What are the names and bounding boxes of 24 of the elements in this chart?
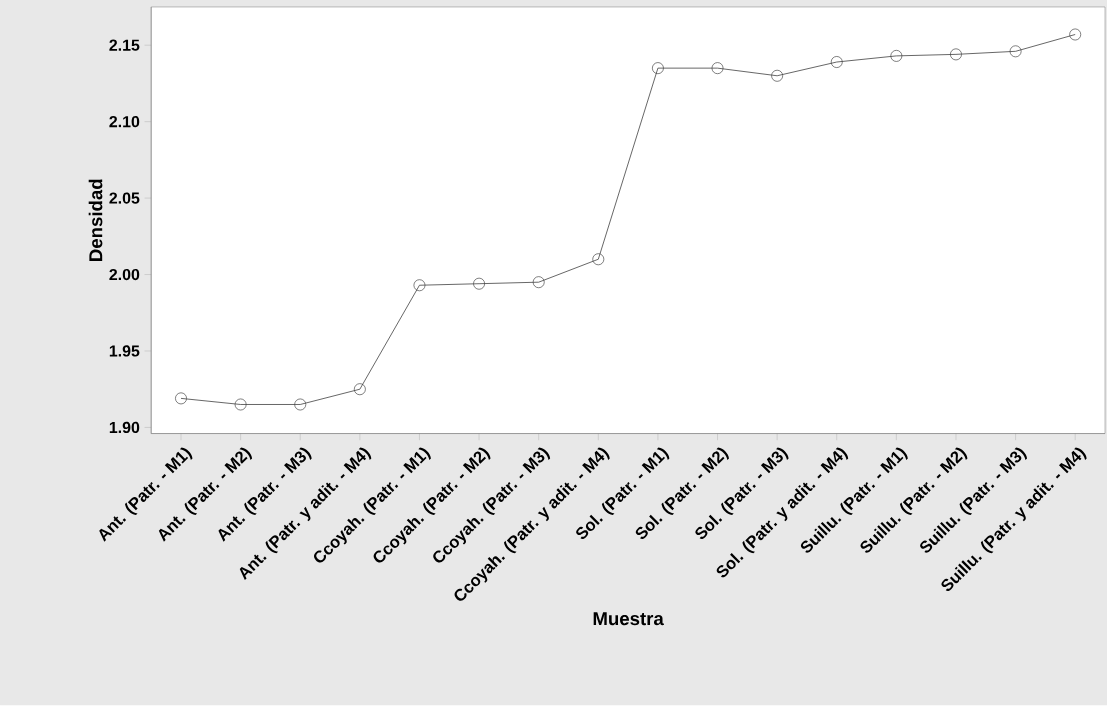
y-tick-label: 2.15 [109, 39, 140, 52]
point [652, 62, 664, 75]
y-axis-title: Densidad [88, 179, 103, 262]
point [592, 253, 605, 266]
y-tick-label: 1.95 [109, 345, 140, 357]
point [413, 279, 426, 292]
point [234, 398, 247, 411]
point [353, 383, 366, 396]
point [1009, 45, 1022, 58]
y-tick-label: 1.90 [109, 421, 140, 434]
point [890, 50, 903, 62]
point [771, 70, 784, 82]
y-tick-label: 2.05 [109, 192, 140, 204]
y-tick-label: 2.00 [109, 269, 140, 281]
y-tick-label: 2.10 [109, 116, 140, 128]
point [830, 56, 843, 69]
point [1069, 28, 1082, 41]
point [711, 62, 724, 75]
point [175, 392, 187, 405]
point [950, 48, 962, 61]
point [294, 398, 307, 411]
point [473, 277, 485, 290]
point [532, 276, 545, 289]
x-axis-title: Muestra [593, 612, 664, 626]
